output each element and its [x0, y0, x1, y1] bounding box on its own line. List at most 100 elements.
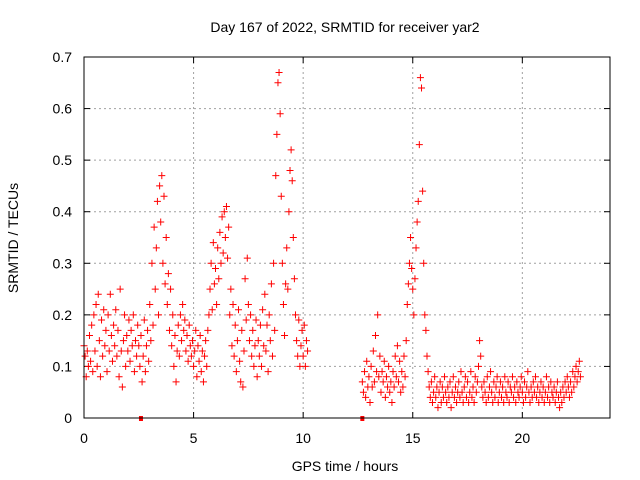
data-point	[367, 362, 375, 370]
data-point	[184, 357, 192, 365]
data-point	[275, 68, 283, 76]
data-point	[249, 326, 257, 334]
data-point	[208, 306, 216, 314]
data-point	[441, 373, 449, 381]
data-point	[370, 378, 378, 386]
data-point	[104, 311, 112, 319]
data-point	[113, 352, 121, 360]
data-point	[504, 378, 512, 386]
data-point	[384, 383, 392, 391]
data-point	[425, 383, 433, 391]
data-point	[136, 362, 144, 370]
data-point	[289, 234, 297, 241]
data-point	[574, 368, 582, 376]
data-point	[434, 404, 442, 412]
data-point	[251, 342, 259, 350]
data-point	[529, 378, 537, 386]
data-point	[492, 383, 500, 391]
data-point	[105, 347, 113, 355]
data-point	[225, 223, 233, 231]
data-point	[422, 326, 430, 334]
data-point	[182, 347, 190, 355]
data-point	[167, 285, 175, 293]
data-point	[92, 301, 100, 309]
data-point	[169, 311, 177, 319]
data-point	[99, 352, 107, 360]
data-point	[472, 388, 480, 396]
data-point	[115, 373, 123, 381]
data-point	[480, 378, 488, 386]
data-point	[273, 130, 281, 138]
data-point	[400, 352, 408, 360]
data-point	[170, 362, 178, 370]
data-point	[216, 228, 224, 236]
data-point	[203, 362, 211, 370]
data-point	[431, 373, 439, 381]
x-tick-label: 5	[190, 430, 198, 446]
data-point	[449, 373, 457, 381]
data-point	[254, 337, 262, 345]
data-point	[172, 378, 180, 386]
data-point	[527, 383, 535, 391]
data-point	[395, 378, 403, 386]
data-point	[148, 259, 156, 267]
data-point	[407, 234, 415, 241]
data-points	[80, 68, 584, 412]
data-point	[270, 259, 278, 267]
data-point	[266, 337, 274, 345]
data-point	[379, 378, 387, 386]
data-point	[231, 321, 239, 329]
data-point	[118, 383, 126, 391]
data-point	[207, 259, 215, 267]
data-point	[371, 331, 379, 339]
data-point	[416, 74, 424, 82]
y-tick-label: 0.2	[53, 307, 73, 323]
data-point	[522, 393, 530, 401]
data-point	[217, 259, 225, 267]
data-point	[141, 368, 149, 376]
data-point	[180, 326, 188, 334]
data-point	[91, 347, 99, 355]
data-point	[194, 342, 202, 350]
data-point	[516, 383, 524, 391]
data-point	[119, 337, 127, 345]
data-point	[482, 399, 490, 407]
data-point	[236, 357, 244, 365]
data-point	[420, 259, 428, 267]
data-point	[87, 357, 95, 365]
data-point	[427, 378, 435, 386]
data-point	[150, 223, 158, 231]
data-point	[173, 347, 181, 355]
data-point	[526, 399, 534, 407]
data-point	[121, 311, 129, 319]
data-point	[299, 352, 307, 360]
data-point	[230, 352, 238, 360]
data-point	[442, 388, 450, 396]
data-point	[481, 388, 489, 396]
data-point	[423, 352, 431, 360]
data-point	[111, 342, 119, 350]
tick-labels: 0 0.1 0.2 0.3 0.4 0.5 0.6 0.7 0 5 10 15 20	[53, 49, 531, 446]
y-tick-label: 0.1	[53, 358, 73, 374]
data-point	[288, 177, 296, 185]
y-tick-label: 0.3	[53, 255, 73, 271]
data-point	[134, 321, 142, 329]
data-point	[553, 378, 561, 386]
data-point	[556, 404, 564, 412]
y-tick-label: 0.7	[53, 49, 73, 65]
data-point	[237, 378, 245, 386]
data-point	[456, 393, 464, 401]
data-point	[470, 399, 478, 407]
data-point	[291, 311, 299, 319]
data-point	[250, 362, 258, 370]
data-point	[567, 378, 575, 386]
data-point	[287, 146, 295, 154]
data-point	[503, 393, 511, 401]
data-point	[282, 280, 290, 288]
data-point	[240, 347, 248, 355]
data-point	[408, 264, 416, 272]
data-point	[285, 208, 293, 216]
data-point	[301, 362, 309, 370]
data-point	[152, 244, 160, 252]
data-point	[468, 393, 476, 401]
